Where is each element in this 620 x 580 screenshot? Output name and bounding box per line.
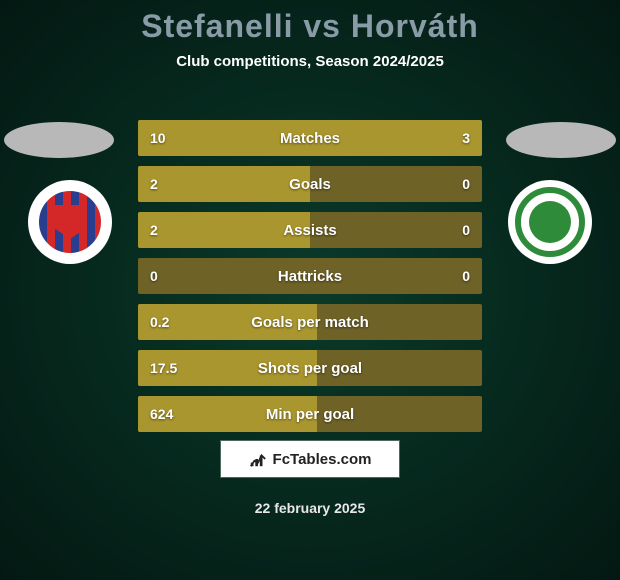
comparison-subtitle: Club competitions, Season 2024/2025 — [0, 53, 620, 70]
stat-label: Hattricks — [138, 258, 482, 294]
stat-label: Shots per goal — [138, 350, 482, 386]
branding-box: FcTables.com — [220, 440, 400, 478]
stat-label: Min per goal — [138, 396, 482, 432]
club-badge-right — [508, 180, 592, 264]
stat-bar: 103Matches — [138, 120, 482, 156]
branding-text: FcTables.com — [273, 451, 372, 468]
stat-bar: 0.2Goals per match — [138, 304, 482, 340]
stat-label: Assists — [138, 212, 482, 248]
stat-label: Goals — [138, 166, 482, 202]
stat-bars-container: 103Matches 20Goals 20Assists 00Hattricks 0.2… — [138, 120, 482, 442]
stat-bar: 624Min per goal — [138, 396, 482, 432]
stat-label: Matches — [138, 120, 482, 156]
stat-label: Goals per match — [138, 304, 482, 340]
stat-bar: 20Assists — [138, 212, 482, 248]
stat-bar: 17.5Shots per goal — [138, 350, 482, 386]
club-badge-left-inner — [35, 187, 105, 257]
comparison-title: Stefanelli vs Horváth — [0, 0, 620, 45]
stat-bar: 20Goals — [138, 166, 482, 202]
club-badge-right-inner — [515, 187, 585, 257]
branding-chart-icon — [249, 450, 267, 468]
stat-bar: 00Hattricks — [138, 258, 482, 294]
comparison-date: 22 february 2025 — [0, 500, 620, 516]
club-badge-left — [28, 180, 112, 264]
player-silhouette-right — [506, 122, 616, 158]
player-silhouette-left — [4, 122, 114, 158]
